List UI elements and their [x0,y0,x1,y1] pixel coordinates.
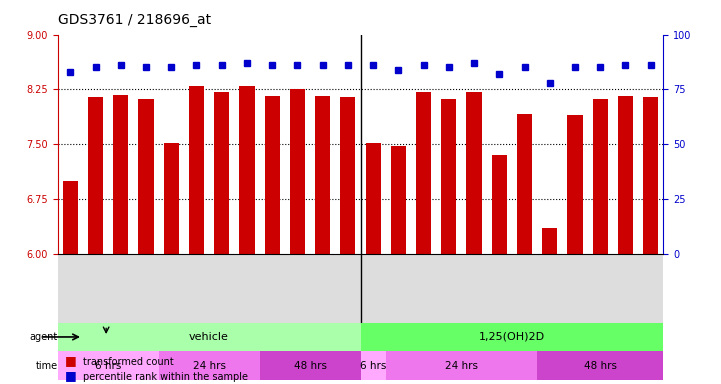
Text: ■: ■ [65,369,76,382]
Text: 24 hrs: 24 hrs [193,361,226,371]
Bar [159,351,260,380]
Text: GDS3761 / 218696_at: GDS3761 / 218696_at [58,13,211,27]
Text: vehicle: vehicle [189,332,229,342]
Bar [63,181,78,254]
Bar [441,99,456,254]
Text: 48 hrs: 48 hrs [293,361,327,371]
Text: percentile rank within the sample: percentile rank within the sample [83,372,248,382]
Bar [315,96,330,254]
Bar [113,94,128,254]
Bar [466,92,482,254]
Bar [58,323,360,351]
Bar [58,351,159,380]
Bar [164,143,179,254]
Bar [189,86,204,254]
Bar [88,97,103,254]
Bar [239,86,255,254]
Bar [542,228,557,254]
Bar [386,351,537,380]
Bar [340,97,355,254]
Text: 6 hrs: 6 hrs [360,361,386,371]
Bar [567,115,583,254]
Bar [537,351,663,380]
Text: agent: agent [30,332,58,342]
Text: 6 hrs: 6 hrs [95,361,121,371]
Bar [643,97,658,254]
Bar [391,146,406,254]
Bar [138,99,154,254]
Bar [416,92,431,254]
Bar [366,143,381,254]
Bar [360,351,386,380]
Text: ■: ■ [65,354,76,367]
Text: 24 hrs: 24 hrs [445,361,478,371]
Bar [265,96,280,254]
Text: 48 hrs: 48 hrs [584,361,616,371]
Bar [290,89,305,254]
Bar [360,323,663,351]
Bar [492,155,507,254]
Bar [593,99,608,254]
Text: transformed count: transformed count [83,357,174,367]
Text: 1,25(OH)2D: 1,25(OH)2D [479,332,545,342]
Bar [214,92,229,254]
Text: time: time [35,361,58,371]
Bar [517,114,532,254]
Bar [618,96,633,254]
Bar [260,351,360,380]
